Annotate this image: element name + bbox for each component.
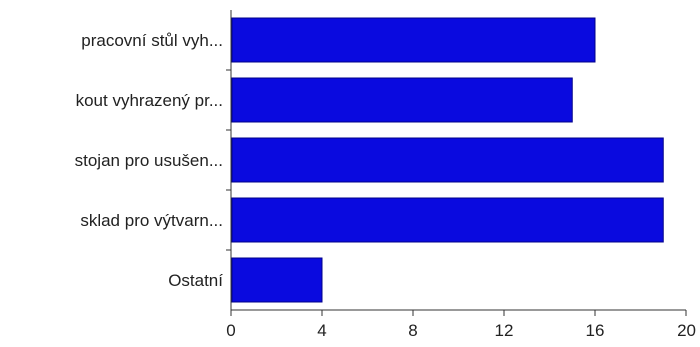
category-label: kout vyhrazený pr... <box>76 91 223 110</box>
bar <box>231 197 664 243</box>
bar <box>231 77 573 123</box>
axes-group <box>226 10 687 316</box>
category-label: pracovní stůl vyh... <box>81 31 223 50</box>
x-tick-label: 8 <box>408 321 417 340</box>
category-label: sklad pro výtvarn... <box>80 211 223 230</box>
x-tick-label: 0 <box>226 321 235 340</box>
x-tick-label: 20 <box>677 321 696 340</box>
bars-group <box>231 17 664 303</box>
category-labels: pracovní stůl vyh... kout vyhrazený pr...… <box>75 31 224 290</box>
bar <box>231 17 596 63</box>
x-tick-label: 12 <box>495 321 514 340</box>
x-tick-label: 16 <box>586 321 605 340</box>
bar <box>231 137 664 183</box>
x-tick-labels: 0 4 8 12 16 20 <box>226 321 696 340</box>
x-tick-label: 4 <box>317 321 326 340</box>
bar <box>231 257 323 303</box>
category-label: stojan pro usušen... <box>75 151 223 170</box>
category-label: Ostatní <box>168 271 223 290</box>
